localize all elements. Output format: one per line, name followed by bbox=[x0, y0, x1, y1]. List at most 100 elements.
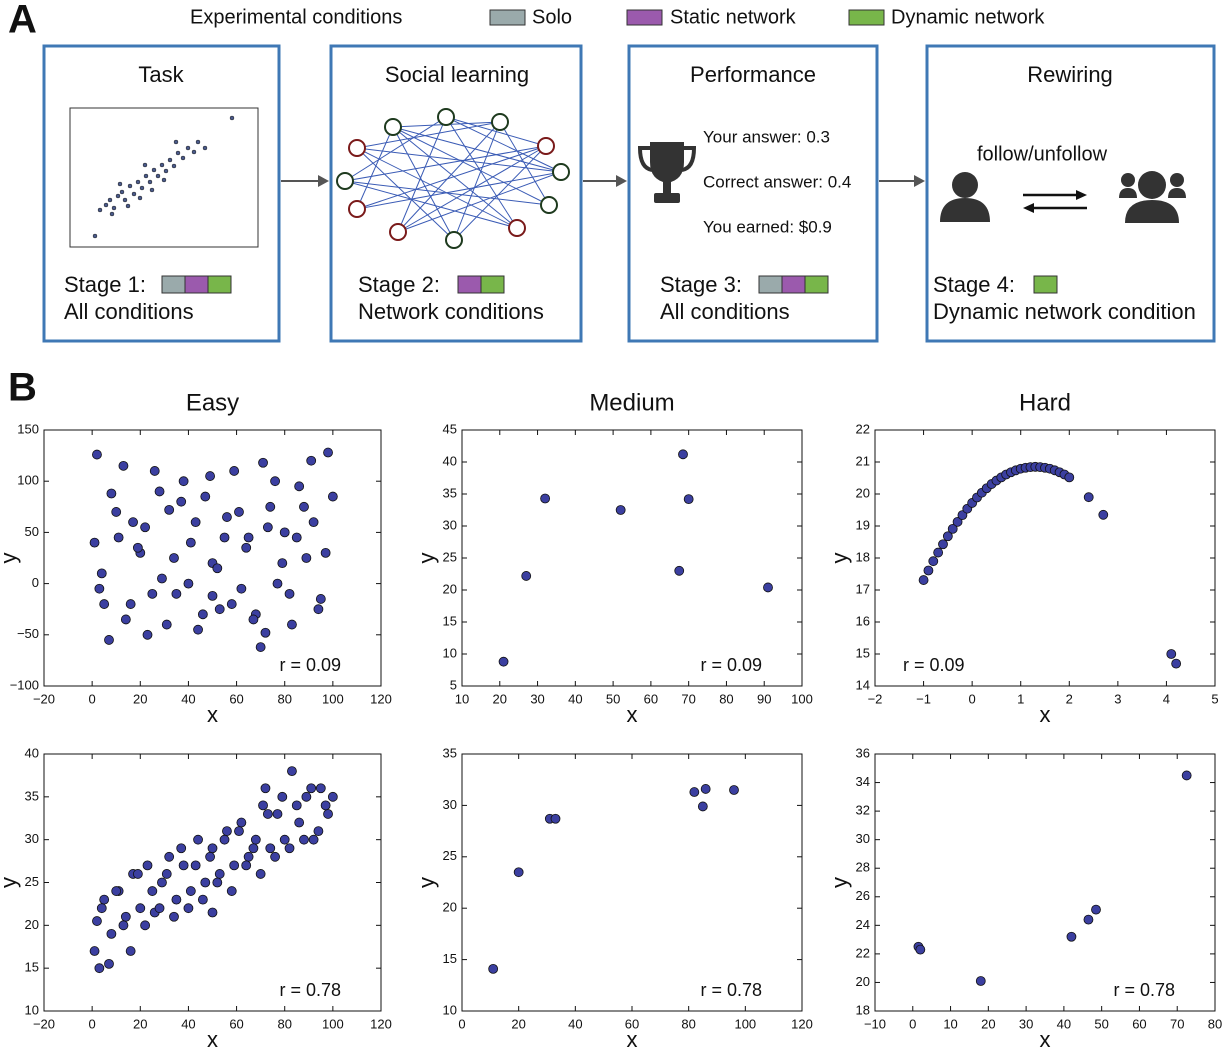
point bbox=[106, 488, 117, 499]
x-axis-label: x bbox=[1040, 702, 1051, 727]
point bbox=[928, 556, 939, 567]
point bbox=[89, 946, 100, 956]
point bbox=[178, 476, 189, 487]
point bbox=[190, 517, 201, 528]
performance-text: Your answer: 0.3 bbox=[703, 127, 830, 146]
point bbox=[513, 867, 524, 878]
point bbox=[308, 517, 319, 528]
point bbox=[147, 886, 158, 896]
panel-label: B bbox=[8, 366, 37, 410]
point bbox=[185, 886, 196, 896]
point bbox=[255, 869, 266, 879]
y-tick-label: 21 bbox=[856, 453, 870, 468]
point bbox=[262, 809, 273, 819]
y-tick-label: 36 bbox=[856, 745, 870, 760]
point bbox=[157, 877, 167, 888]
point bbox=[320, 547, 331, 558]
chart-title: Medium bbox=[589, 389, 674, 416]
annotation: r = 0.78 bbox=[700, 980, 762, 1000]
y-axis-label: y bbox=[0, 553, 21, 564]
legend-label: Dynamic network bbox=[891, 6, 1045, 28]
scatter-chart: Easy −20 0 20 40 60 80 100 120 −100 −50 0 50 100 150 x y… bbox=[0, 389, 392, 726]
point bbox=[222, 826, 232, 836]
y-tick-label: 14 bbox=[856, 677, 870, 692]
point bbox=[185, 537, 196, 548]
point bbox=[540, 493, 551, 504]
point bbox=[279, 834, 290, 845]
point bbox=[171, 588, 182, 599]
point bbox=[1098, 509, 1109, 520]
y-tick-label: 100 bbox=[17, 473, 39, 488]
point bbox=[234, 826, 244, 836]
plot-frame bbox=[874, 753, 1216, 1012]
point bbox=[96, 903, 107, 914]
point bbox=[308, 834, 319, 845]
point bbox=[125, 599, 136, 609]
condition-swatch bbox=[161, 275, 186, 294]
condition-swatch bbox=[781, 275, 806, 294]
point bbox=[248, 843, 259, 854]
point bbox=[214, 869, 225, 879]
stage-title: Rewiring bbox=[1027, 62, 1113, 87]
point bbox=[260, 783, 271, 794]
x-tick-label: 70 bbox=[681, 691, 695, 706]
y-tick-label: 25 bbox=[25, 874, 39, 889]
y-tick-label: 15 bbox=[25, 960, 39, 975]
point bbox=[498, 656, 509, 667]
x-tick-label: 40 bbox=[568, 1016, 582, 1031]
point bbox=[132, 542, 143, 553]
point bbox=[157, 573, 167, 584]
point bbox=[763, 582, 773, 593]
condition-swatch bbox=[480, 275, 505, 294]
legend-swatch bbox=[489, 9, 526, 26]
x-tick-label: −2 bbox=[868, 691, 883, 706]
x-tick-label: 20 bbox=[511, 1016, 525, 1031]
point bbox=[234, 507, 244, 517]
point bbox=[550, 813, 561, 824]
point bbox=[104, 958, 114, 969]
point bbox=[142, 629, 153, 640]
y-tick-label: 25 bbox=[443, 549, 457, 564]
x-tick-label: 3 bbox=[1114, 691, 1121, 706]
point bbox=[323, 447, 333, 458]
y-tick-label: −50 bbox=[17, 626, 39, 641]
point bbox=[294, 481, 305, 492]
legend-swatch bbox=[848, 9, 885, 26]
point bbox=[320, 800, 331, 811]
annotation: r = 0.78 bbox=[279, 980, 341, 1000]
point bbox=[942, 531, 953, 542]
point bbox=[272, 809, 283, 819]
point bbox=[226, 599, 237, 609]
stage-label: Stage 3: bbox=[660, 272, 742, 297]
y-tick-label: 20 bbox=[443, 581, 457, 596]
x-tick-label: 120 bbox=[370, 691, 392, 706]
stage-conditions: Network conditions bbox=[358, 299, 544, 324]
point bbox=[96, 568, 107, 579]
point bbox=[92, 449, 102, 460]
point bbox=[183, 578, 194, 589]
plot-frame bbox=[461, 429, 803, 687]
x-tick-label: 10 bbox=[943, 1016, 957, 1031]
y-axis-label: y bbox=[414, 877, 439, 888]
point bbox=[1083, 492, 1094, 503]
stage-box bbox=[925, 44, 1216, 343]
panel-label: A bbox=[8, 0, 37, 42]
point bbox=[178, 860, 189, 871]
y-tick-label: 32 bbox=[856, 803, 870, 818]
y-tick-label: 5 bbox=[450, 677, 457, 692]
point bbox=[265, 501, 276, 512]
point bbox=[301, 553, 312, 563]
y-tick-label: 17 bbox=[856, 581, 870, 596]
point bbox=[176, 496, 187, 507]
y-tick-label: 45 bbox=[443, 421, 457, 436]
point bbox=[277, 791, 288, 802]
point bbox=[248, 614, 259, 625]
condition-swatch bbox=[804, 275, 829, 294]
stage-conditions: All conditions bbox=[64, 299, 194, 324]
x-tick-label: 30 bbox=[530, 691, 544, 706]
point bbox=[214, 604, 225, 615]
point bbox=[301, 791, 312, 802]
point bbox=[142, 860, 153, 871]
point bbox=[219, 834, 230, 845]
